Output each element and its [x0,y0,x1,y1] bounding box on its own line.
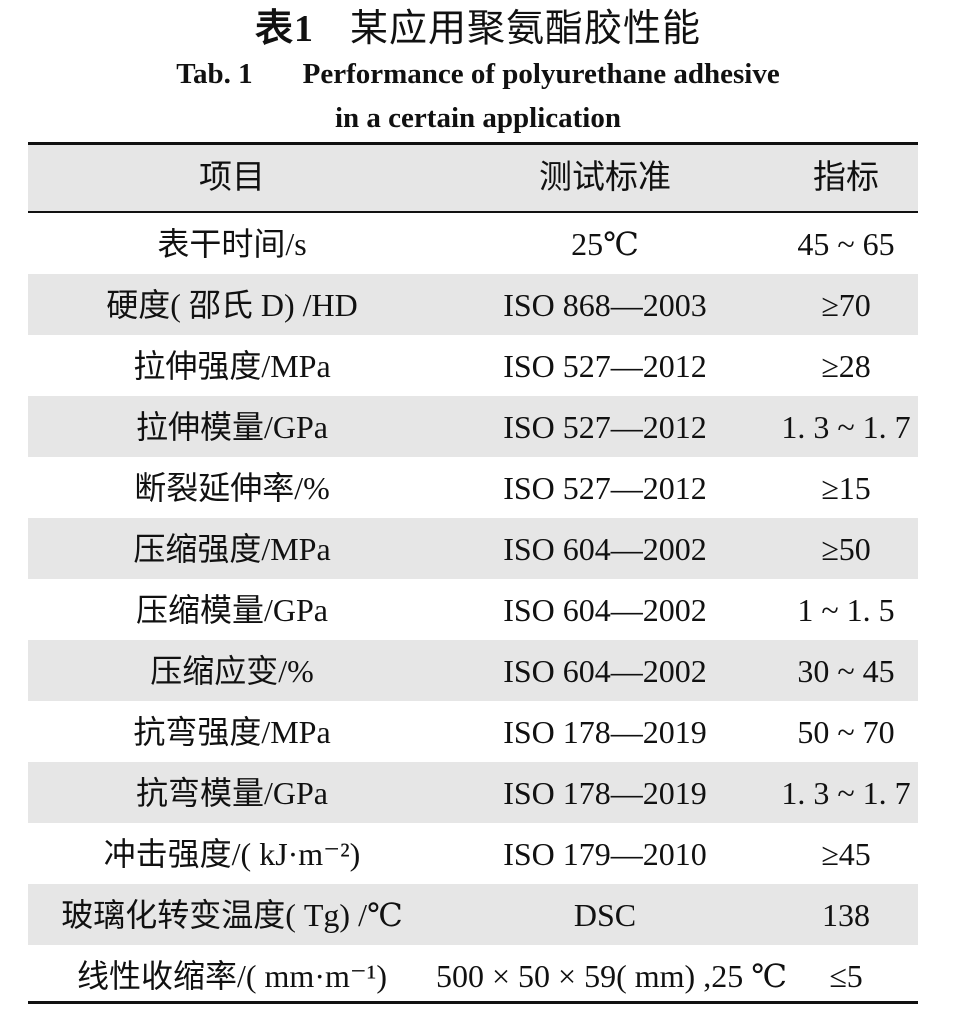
cell-standard: ISO 604—2002 [503,530,707,567]
performance-table: 项目 测试标准 指标 表干时间/s 25℃ 45 ~ 65 硬度( 邵氏 D) … [28,145,918,994]
cell-item: 玻璃化转变温度( Tg) /℃ [61,896,403,933]
cell-item: 抗弯强度/MPa [133,713,331,750]
cell-item: 线性收缩率/( mm·m⁻¹) [76,957,388,994]
table-label-en: Tab. 1 [176,58,253,90]
cell-standard: ISO 178—2019 [503,713,707,750]
table-row: 抗弯模量/GPa ISO 178—2019 1. 3 ~ 1. 7 [28,762,918,823]
table-row: 拉伸强度/MPa ISO 527—2012 ≥28 [28,335,918,396]
table-title-cn-text: 某应用聚氨酯胶性能 [350,8,702,50]
cell-standard: ISO 527—2012 [503,347,707,384]
cell-value: ≥50 [821,530,871,567]
cell-value: ≥70 [821,286,871,323]
cell-value: ≥15 [821,469,871,506]
cell-value: ≥45 [821,835,871,872]
table-header-row: 项目 测试标准 指标 [28,145,918,211]
table-row: 表干时间/s 25℃ 45 ~ 65 [28,213,918,274]
cell-value: 30 ~ 45 [797,652,895,689]
cell-item: 拉伸强度/MPa [133,347,331,384]
cell-standard: ISO 868—2003 [503,286,707,323]
table-row: 冲击强度/( kJ·m⁻²) ISO 179—2010 ≥45 [28,823,918,884]
table-title-en-line1: Tab. 1 Performance of polyurethane adhesi… [0,54,956,94]
table-label-cn: 表1 [254,8,314,50]
cell-item: 硬度( 邵氏 D) /HD [106,286,358,323]
cell-item: 压缩应变/% [150,652,314,689]
cell-item: 冲击强度/( kJ·m⁻²) [103,835,361,872]
table-row: 压缩模量/GPa ISO 604—2002 1 ~ 1. 5 [28,579,918,640]
cell-standard: ISO 527—2012 [503,408,707,445]
header-standard: 测试标准 [539,160,671,196]
cell-item: 压缩模量/GPa [135,591,328,628]
table-title-cn: 表1 某应用聚氨酯胶性能 [0,6,956,52]
table-body: 表干时间/s 25℃ 45 ~ 65 硬度( 邵氏 D) /HD ISO 868… [28,213,918,1006]
cell-value: 50 ~ 70 [797,713,895,750]
table-row: 线性收缩率/( mm·m⁻¹) 500 × 50 × 59( mm) ,25 ℃… [28,945,918,1006]
table-row: 压缩强度/MPa ISO 604—2002 ≥50 [28,518,918,579]
cell-standard: ISO 527—2012 [503,469,707,506]
table-row: 玻璃化转变温度( Tg) /℃ DSC 138 [28,884,918,945]
cell-value: 1. 3 ~ 1. 7 [781,774,911,811]
header-item: 项目 [199,160,265,196]
cell-item: 拉伸模量/GPa [135,408,328,445]
cell-standard: ISO 604—2002 [503,591,707,628]
cell-standard: 25℃ [571,225,639,262]
table-bottom-rule [28,1001,918,1004]
cell-standard: 500 × 50 × 59( mm) ,25 ℃ [436,957,787,994]
cell-value: 1. 3 ~ 1. 7 [781,408,911,445]
table-header-rule [28,211,918,213]
cell-standard: ISO 604—2002 [503,652,707,689]
table-row: 硬度( 邵氏 D) /HD ISO 868—2003 ≥70 [28,274,918,335]
cell-standard: DSC [573,896,637,933]
table-top-rule [28,142,918,145]
table-row: 断裂延伸率/% ISO 527—2012 ≥15 [28,457,918,518]
cell-value: 1 ~ 1. 5 [797,591,895,628]
cell-item: 压缩强度/MPa [133,530,331,567]
cell-value: 45 ~ 65 [797,225,895,262]
table-row: 压缩应变/% ISO 604—2002 30 ~ 45 [28,640,918,701]
header-value: 指标 [813,160,879,196]
cell-standard: ISO 179—2010 [503,835,707,872]
cell-value: ≥28 [821,347,871,384]
cell-standard: ISO 178—2019 [503,774,707,811]
table-title-en-text: Performance of polyurethane adhesive [302,58,780,90]
cell-value: 138 [822,896,870,933]
cell-item: 表干时间/s [157,225,307,262]
table-row: 抗弯强度/MPa ISO 178—2019 50 ~ 70 [28,701,918,762]
cell-value: ≤5 [829,957,863,994]
cell-item: 抗弯模量/GPa [135,774,328,811]
cell-item: 断裂延伸率/% [134,469,330,506]
table-title-en-line2: in a certain application [335,102,621,134]
table-row: 拉伸模量/GPa ISO 527—2012 1. 3 ~ 1. 7 [28,396,918,457]
